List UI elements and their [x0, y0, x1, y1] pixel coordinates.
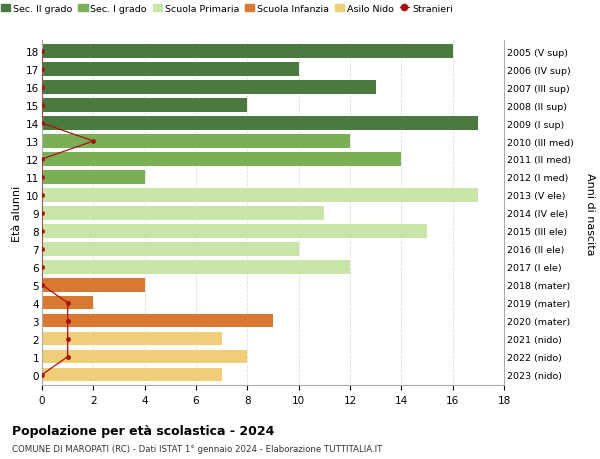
- Text: COMUNE DI MAROPATI (RC) - Dati ISTAT 1° gennaio 2024 - Elaborazione TUTTITALIA.I: COMUNE DI MAROPATI (RC) - Dati ISTAT 1° …: [12, 444, 382, 453]
- Bar: [42, 314, 273, 328]
- Y-axis label: Anni di nascita: Anni di nascita: [585, 172, 595, 255]
- Bar: [42, 368, 221, 381]
- Bar: [42, 171, 145, 185]
- Bar: [42, 117, 478, 130]
- Bar: [42, 297, 94, 310]
- Bar: [42, 279, 145, 292]
- Bar: [42, 224, 427, 238]
- Bar: [42, 189, 478, 202]
- Bar: [42, 135, 350, 148]
- Text: Popolazione per età scolastica - 2024: Popolazione per età scolastica - 2024: [12, 425, 274, 437]
- Bar: [42, 350, 247, 364]
- Bar: [42, 45, 452, 59]
- Bar: [42, 332, 221, 346]
- Bar: [42, 63, 299, 77]
- Bar: [42, 242, 299, 256]
- Bar: [42, 207, 325, 220]
- Bar: [42, 99, 247, 112]
- Bar: [42, 261, 350, 274]
- Bar: [42, 153, 401, 166]
- Y-axis label: Età alunni: Età alunni: [12, 185, 22, 241]
- Legend: Sec. II grado, Sec. I grado, Scuola Primaria, Scuola Infanzia, Asilo Nido, Stran: Sec. II grado, Sec. I grado, Scuola Prim…: [1, 5, 452, 14]
- Bar: [42, 81, 376, 95]
